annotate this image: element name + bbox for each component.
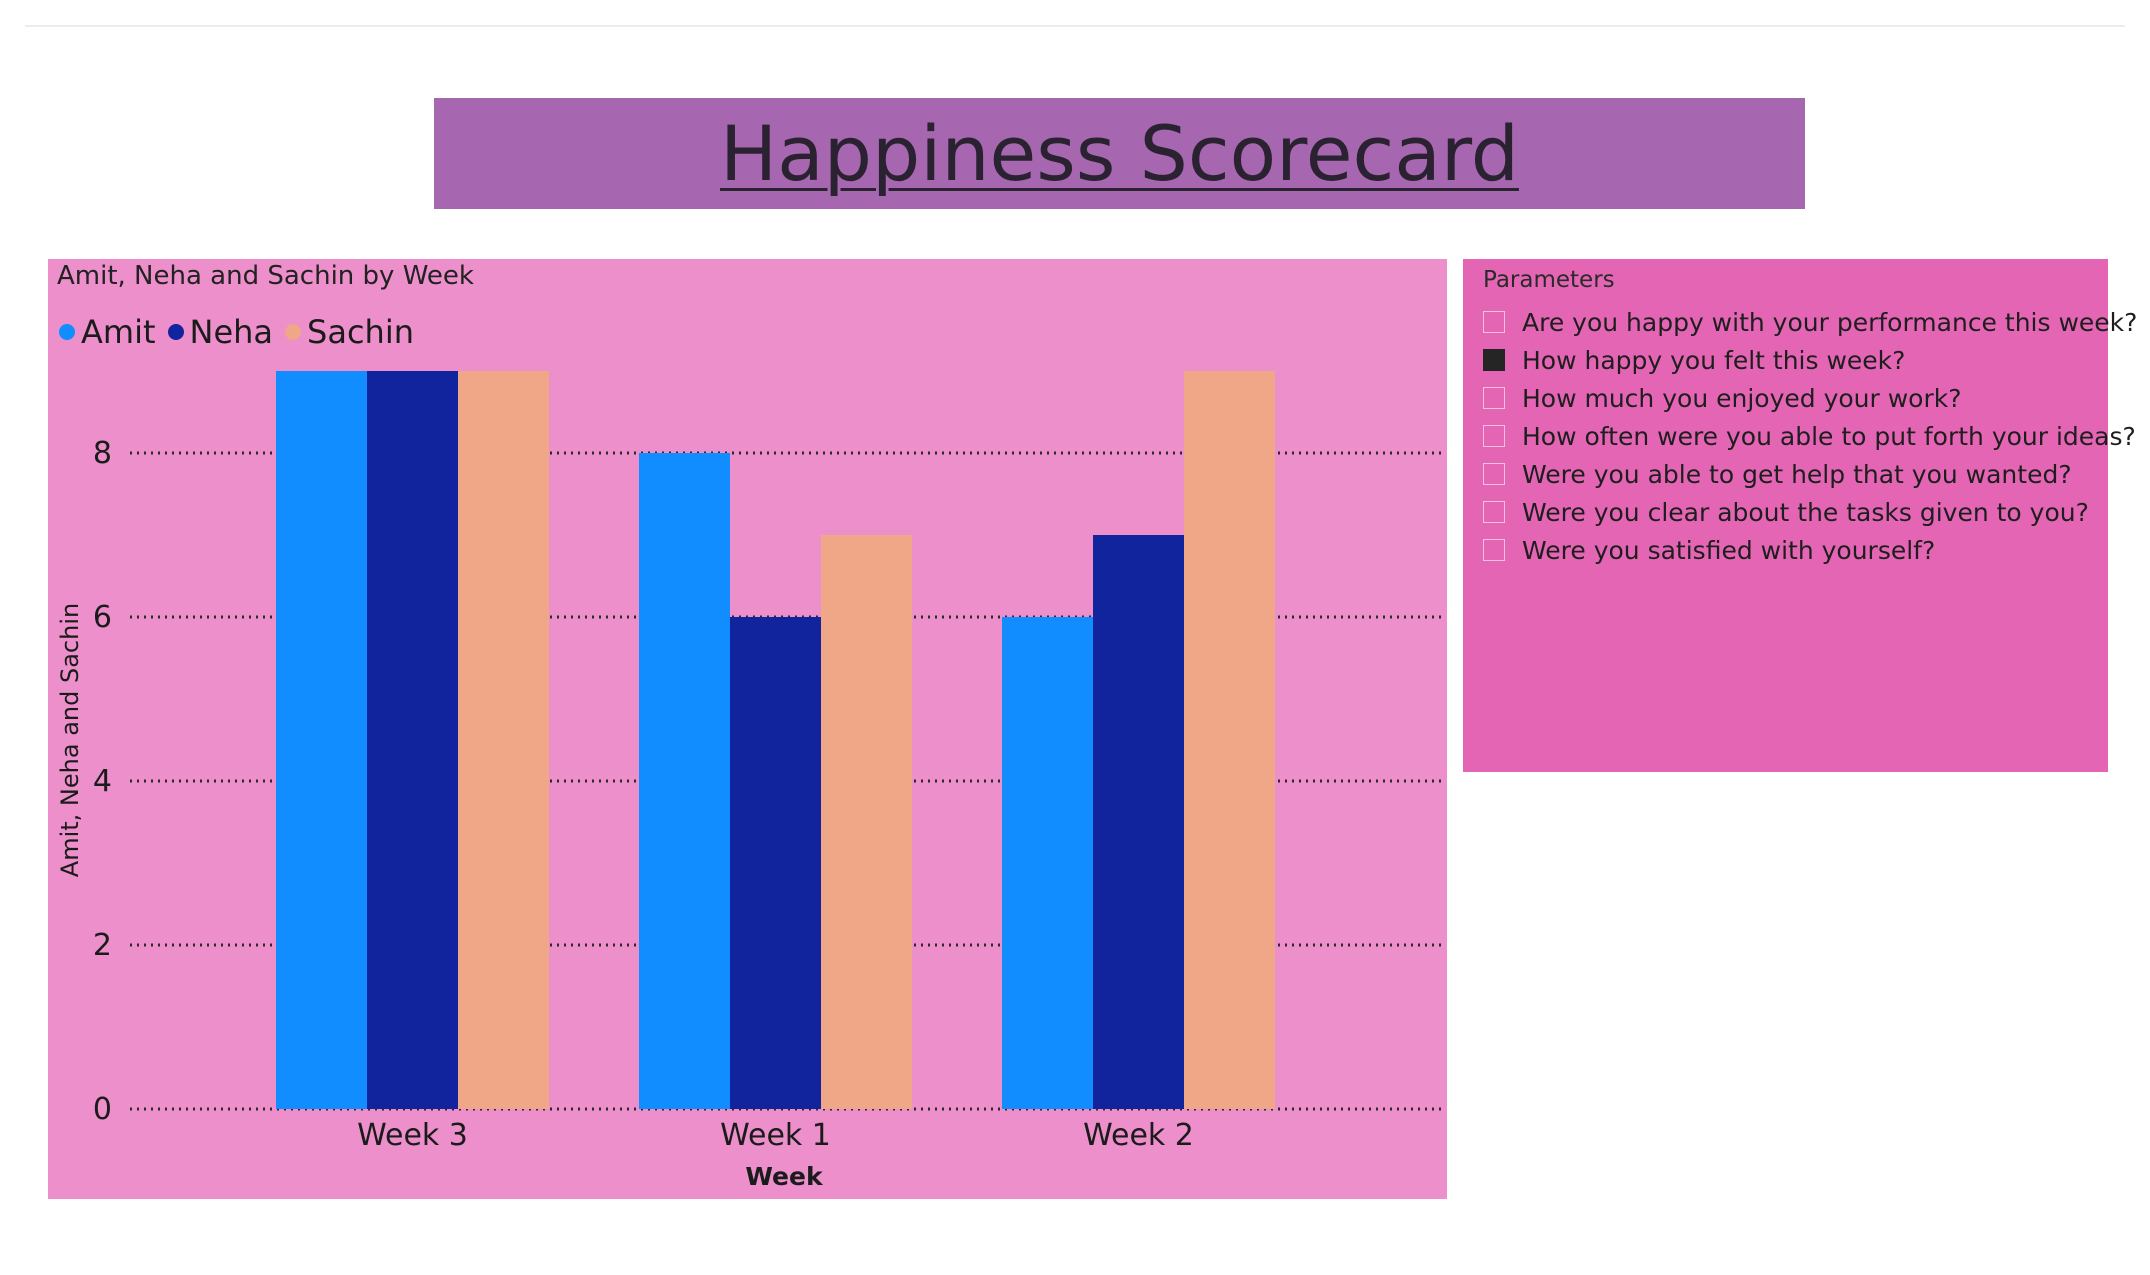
y-axis-title: Amit, Neha and Sachin	[56, 603, 84, 877]
legend-label: Sachin	[307, 313, 414, 351]
slicer-options: Are you happy with your performance this…	[1483, 303, 2137, 569]
legend-item-amit[interactable]: Amit	[59, 313, 156, 351]
bar-sachin-week-1	[821, 535, 912, 1109]
y-tick-label: 6	[93, 600, 112, 635]
x-tick-label: Week 3	[357, 1118, 468, 1153]
slicer-option-label: How happy you felt this week?	[1522, 345, 1906, 375]
slicer-option[interactable]: How happy you felt this week?	[1483, 341, 2137, 379]
checkbox[interactable]	[1483, 501, 1505, 523]
checkbox[interactable]	[1483, 387, 1505, 409]
slicer-option-label: Were you able to get help that you wante…	[1522, 459, 2072, 489]
slicer-option[interactable]: How much you enjoyed your work?	[1483, 379, 2137, 417]
y-tick-label: 0	[93, 1092, 112, 1127]
slicer-option-label: Were you clear about the tasks given to …	[1522, 497, 2089, 527]
chart-panel[interactable]: 0 2 4 6 8 Week 3 Week 1 Week 2 Week Amit, Neha an…	[48, 259, 1447, 1199]
slicer-option[interactable]: Are you happy with your performance this…	[1483, 303, 2137, 341]
slicer-title: Parameters	[1483, 267, 1615, 293]
title-banner: Happiness Scorecard	[434, 98, 1805, 209]
legend-label: Amit	[81, 313, 156, 351]
chart-legend: Amit Neha Sachin	[59, 313, 414, 351]
legend-marker-icon	[59, 324, 75, 340]
y-tick-label: 2	[93, 928, 112, 963]
slicer-option-label: How much you enjoyed your work?	[1522, 383, 1962, 413]
bar-amit-week-2	[1002, 617, 1093, 1109]
bar-chart: 0 2 4 6 8 Week 3 Week 1 Week 2 Week Amit, Neha an…	[56, 371, 1441, 1191]
legend-item-neha[interactable]: Neha	[167, 313, 274, 351]
page-title: Happiness Scorecard	[720, 109, 1519, 198]
legend-label: Neha	[189, 313, 274, 351]
bar-neha-week-3	[367, 371, 458, 1109]
checkbox[interactable]	[1483, 463, 1505, 485]
legend-marker-icon	[167, 324, 184, 340]
checkbox[interactable]	[1483, 539, 1505, 561]
bar-amit-week-3	[276, 371, 367, 1109]
slicer-option-label: Are you happy with your performance this…	[1522, 307, 2138, 337]
slicer-option-label: How often were you able to put forth you…	[1522, 421, 2136, 451]
legend-item-sachin[interactable]: Sachin	[285, 313, 414, 351]
bar-sachin-week-2	[1184, 371, 1275, 1109]
checkbox-checked[interactable]	[1483, 349, 1505, 371]
bar-neha-week-2	[1093, 535, 1184, 1109]
chart-title: Amit, Neha and Sachin by Week	[57, 261, 474, 291]
slicer-option[interactable]: Were you satisfied with yourself?	[1483, 531, 2137, 569]
y-tick-label: 8	[93, 436, 112, 471]
top-divider	[25, 25, 2125, 27]
bar-neha-week-1	[730, 617, 821, 1109]
slicer-option[interactable]: How often were you able to put forth you…	[1483, 417, 2137, 455]
checkbox[interactable]	[1483, 425, 1505, 447]
parameters-slicer: Parameters Are you happy with your perfo…	[1463, 259, 2137, 772]
x-axis-title: Week	[745, 1162, 824, 1191]
x-tick-label: Week 1	[720, 1118, 831, 1153]
slicer-option[interactable]: Were you able to get help that you wante…	[1483, 455, 2137, 493]
checkbox[interactable]	[1483, 311, 1505, 333]
y-tick-label: 4	[93, 764, 112, 799]
slicer-option-label: Were you satisfied with yourself?	[1522, 535, 1936, 565]
bar-sachin-week-3	[458, 371, 549, 1109]
bar-amit-week-1	[639, 453, 730, 1109]
slicer-option[interactable]: Were you clear about the tasks given to …	[1483, 493, 2137, 531]
x-tick-label: Week 2	[1083, 1118, 1194, 1153]
legend-marker-icon	[285, 324, 302, 340]
